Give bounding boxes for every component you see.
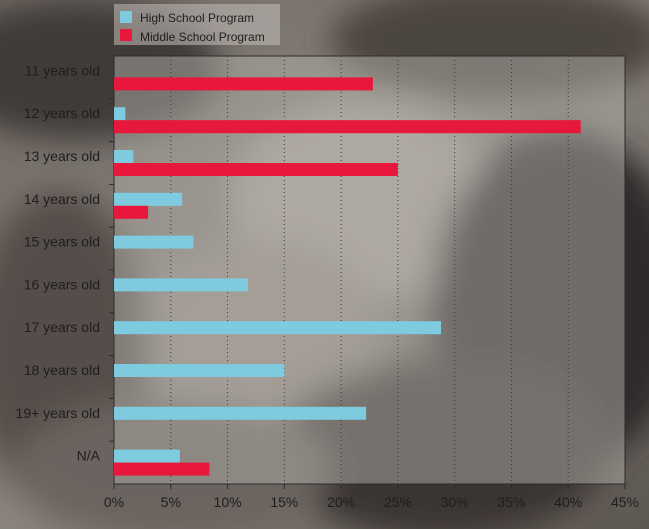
y-category-label: 11 years old [25, 62, 100, 78]
y-category-label: 15 years old [24, 234, 100, 250]
legend-label-high-school: High School Program [140, 11, 254, 25]
y-category-label: 14 years old [24, 191, 100, 207]
axes: 0% 5% 10% 15% 20% 25% 30% 35% 40% 45% 11 years old… [16, 62, 639, 510]
y-category-label: 17 years old [24, 319, 100, 335]
legend-swatch-high-school [120, 11, 132, 23]
x-tick-label: 5% [161, 494, 181, 510]
legend-box [114, 4, 280, 45]
high-school-bar [114, 278, 248, 292]
bars [114, 77, 581, 476]
x-tick-label: 10% [214, 494, 242, 510]
middle-school-bar [114, 120, 581, 134]
high-school-bar [114, 321, 442, 335]
middle-school-bar [114, 77, 373, 91]
y-category-label: 18 years old [24, 362, 100, 378]
y-category-label: 16 years old [24, 276, 100, 292]
x-tick-label: 40% [554, 494, 582, 510]
middle-school-bar [114, 462, 210, 476]
x-tick-label: 45% [611, 494, 639, 510]
high-school-bar [114, 150, 134, 163]
middle-school-bar [114, 163, 398, 176]
x-tick-label: 25% [384, 494, 412, 510]
high-school-bar [114, 364, 285, 377]
legend: High School Program Middle School Progra… [114, 4, 280, 45]
x-tick-label: 20% [327, 494, 355, 510]
y-category-label: 12 years old [24, 105, 100, 121]
high-school-bar [114, 107, 126, 121]
high-school-bar [114, 192, 183, 206]
middle-school-bar [114, 205, 149, 219]
x-tick-label: 35% [497, 494, 525, 510]
x-tick-label: 0% [104, 494, 124, 510]
y-category-label: 19+ years old [16, 405, 100, 421]
x-tick-label: 15% [270, 494, 298, 510]
y-category-label: 13 years old [24, 148, 100, 164]
high-school-bar [114, 235, 194, 249]
legend-swatch-middle-school [120, 29, 132, 41]
high-school-bar [114, 449, 180, 463]
x-tick-label: 30% [441, 494, 469, 510]
y-category-label: N/A [77, 448, 101, 464]
legend-label-middle-school: Middle School Program [140, 30, 265, 44]
high-school-bar [114, 406, 367, 420]
